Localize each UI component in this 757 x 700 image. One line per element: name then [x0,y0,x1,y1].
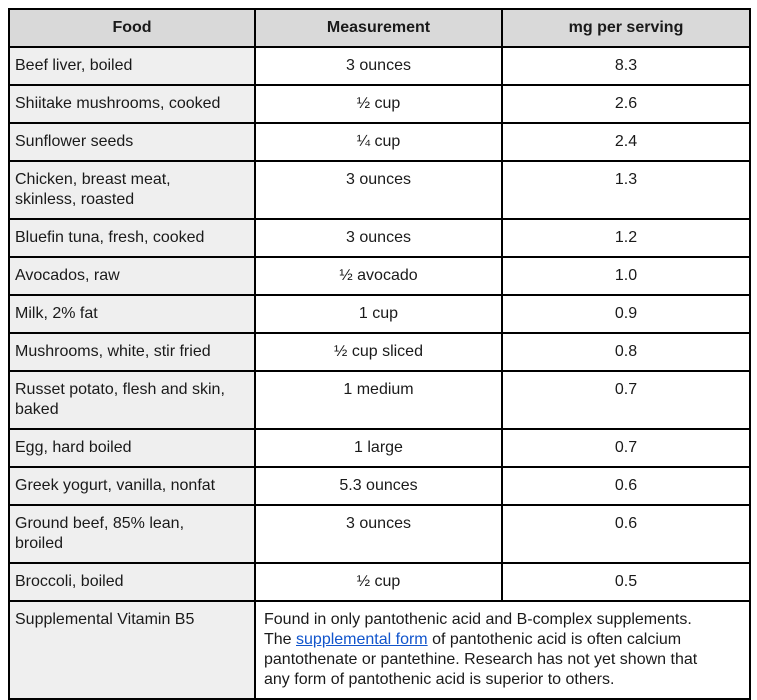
table-row: Russet potato, flesh and skin, baked 1 me… [8,370,751,430]
table-row: Ground beef, 85% lean, broiled 3 ounces 0.… [8,504,751,564]
table-row: Mushrooms, white, stir fried ½ cup sliced… [8,332,751,372]
mg-per-serving-cell: 2.4 [501,122,751,162]
measurement-cell: ¼ cup [254,122,503,162]
food-cell: Milk, 2% fat [8,294,256,334]
mg-per-serving-cell: 1.0 [501,256,751,296]
mg-per-serving-cell: 0.6 [501,466,751,506]
table-row: Greek yogurt, vanilla, nonfat 5.3 ounces 0… [8,466,751,506]
table-row: Milk, 2% fat 1 cup 0.9 [8,294,751,334]
table-row: Egg, hard boiled 1 large 0.7 [8,428,751,468]
table-row: Shiitake mushrooms, cooked ½ cup 2.6 [8,84,751,124]
table-row: Beef liver, boiled 3 ounces 8.3 [8,46,751,86]
mg-per-serving-cell: 2.6 [501,84,751,124]
food-cell: Broccoli, boiled [8,562,256,602]
mg-per-serving-cell: 0.9 [501,294,751,334]
food-cell: Shiitake mushrooms, cooked [8,84,256,124]
mg-per-serving-cell: 0.6 [501,504,751,564]
food-cell: Sunflower seeds [8,122,256,162]
mg-per-serving-cell: 1.3 [501,160,751,220]
measurement-cell: 1 large [254,428,503,468]
column-header-food: Food [8,8,256,48]
food-cell: Avocados, raw [8,256,256,296]
table-row: Bluefin tuna, fresh, cooked 3 ounces 1.2 [8,218,751,258]
table-row: Broccoli, boiled ½ cup 0.5 [8,562,751,602]
supplemental-form-link[interactable]: supplemental form [296,631,428,648]
mg-per-serving-cell: 0.7 [501,428,751,468]
mg-per-serving-cell: 8.3 [501,46,751,86]
food-cell: Beef liver, boiled [8,46,256,86]
measurement-cell: 3 ounces [254,160,503,220]
food-cell: Ground beef, 85% lean, broiled [8,504,256,564]
food-cell: Greek yogurt, vanilla, nonfat [8,466,256,506]
vitamin-b5-food-table: Food Measurement mg per serving Beef liv… [8,8,751,700]
measurement-cell: ½ cup sliced [254,332,503,372]
column-header-measurement: Measurement [254,8,503,48]
measurement-cell: 1 medium [254,370,503,430]
column-header-mg-per-serving: mg per serving [501,8,751,48]
note-text-after-link: of pantothenic acid is often calcium pan… [264,631,698,688]
food-cell: Russet potato, flesh and skin, baked [8,370,256,430]
header-row: Food Measurement mg per serving [8,8,751,48]
mg-per-serving-cell: 0.7 [501,370,751,430]
table-row: Chicken, breast meat, skinless, roasted 3… [8,160,751,220]
mg-per-serving-cell: 0.8 [501,332,751,372]
measurement-cell: ½ cup [254,84,503,124]
food-cell: Egg, hard boiled [8,428,256,468]
food-cell: Chicken, breast meat, skinless, roasted [8,160,256,220]
measurement-cell: ½ avocado [254,256,503,296]
measurement-cell: 3 ounces [254,46,503,86]
supplemental-note-cell: Found in only pantothenic acid and B-com… [254,600,751,700]
measurement-cell: 1 cup [254,294,503,334]
food-cell: Mushrooms, white, stir fried [8,332,256,372]
note-text-before-link: Found in only pantothenic acid and B-com… [264,611,692,648]
table-row-supplemental: Supplemental Vitamin B5 Found in only pa… [8,600,751,700]
measurement-cell: 5.3 ounces [254,466,503,506]
supplemental-vitamin-b5-label: Supplemental Vitamin B5 [8,600,256,700]
mg-per-serving-cell: 1.2 [501,218,751,258]
measurement-cell: 3 ounces [254,504,503,564]
table-row: Sunflower seeds ¼ cup 2.4 [8,122,751,162]
measurement-cell: 3 ounces [254,218,503,258]
mg-per-serving-cell: 0.5 [501,562,751,602]
measurement-cell: ½ cup [254,562,503,602]
food-cell: Bluefin tuna, fresh, cooked [8,218,256,258]
table-row: Avocados, raw ½ avocado 1.0 [8,256,751,296]
